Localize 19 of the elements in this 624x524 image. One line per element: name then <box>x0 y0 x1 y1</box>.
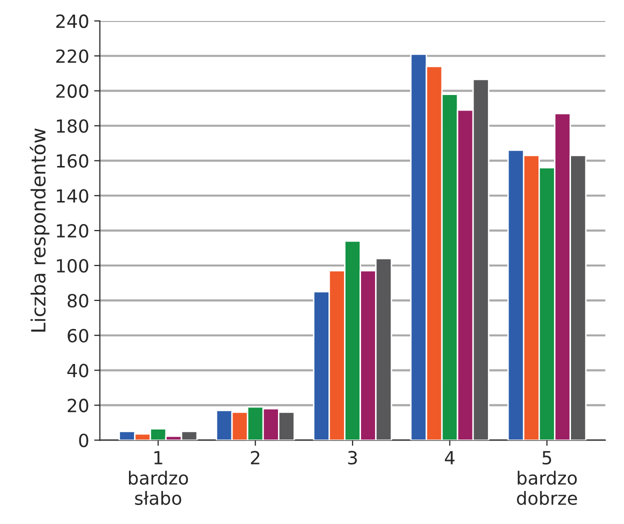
y-tick-label: 240 <box>56 14 88 28</box>
y-tick-label: 180 <box>56 119 88 133</box>
x-tick-label: 3 <box>348 450 357 465</box>
y-tick-label: 40 <box>67 364 88 378</box>
x-tick-label: 5 bardzo dobrze <box>516 451 577 505</box>
y-tick-label: 200 <box>56 84 88 98</box>
x-tick-label: 1 bardzo słabo <box>128 451 188 505</box>
y-tick-label: 100 <box>56 258 88 273</box>
y-axis-title: Liczba respondentów <box>30 128 50 332</box>
y-tick-label: 20 <box>68 398 88 412</box>
y-tick-label: 120 <box>56 224 88 238</box>
y-tick-label: 80 <box>68 294 88 308</box>
y-tick-label: 0 <box>79 434 88 448</box>
y-tick-label: 160 <box>56 154 88 168</box>
y-tick-label: 140 <box>56 189 88 203</box>
y-tick-label: 220 <box>56 49 88 64</box>
x-tick-label: 2 <box>250 450 260 464</box>
y-tick-label: 60 <box>68 328 88 342</box>
x-tick-label: 4 <box>444 451 454 464</box>
